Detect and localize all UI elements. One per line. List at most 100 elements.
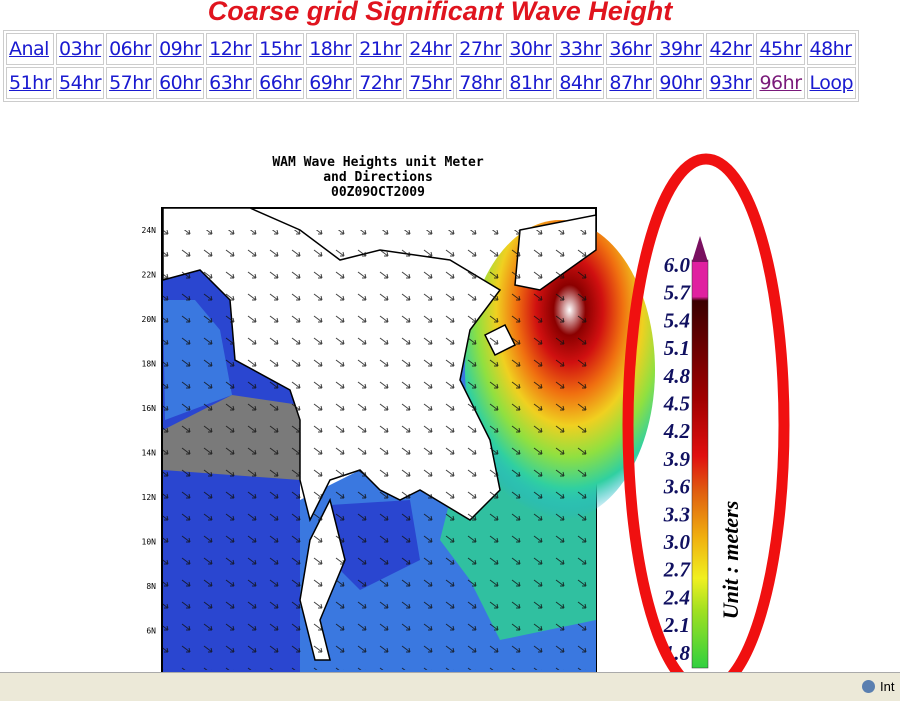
map-title: WAM Wave Heights unit Meter and Directio… xyxy=(272,155,483,200)
link-cell: 48hr xyxy=(806,33,857,65)
latitude-label: 22N xyxy=(142,271,157,280)
forecast-link[interactable]: 96hr xyxy=(759,72,802,94)
colorbar-label: 2.7 xyxy=(663,558,692,582)
forecast-link[interactable]: 24hr xyxy=(409,38,452,60)
page-title: Coarse grid Significant Wave Height xyxy=(207,0,673,26)
link-cell: 69hr xyxy=(306,67,355,99)
forecast-link[interactable]: 69hr xyxy=(309,72,352,94)
forecast-link[interactable]: 42hr xyxy=(709,38,752,60)
link-cell: Anal xyxy=(6,33,55,65)
link-cell: 54hr xyxy=(56,67,105,99)
link-cell: 15hr xyxy=(256,33,305,65)
forecast-link[interactable]: 15hr xyxy=(259,38,302,60)
latitude-label: 20N xyxy=(142,315,157,324)
link-cell: 12hr xyxy=(206,33,255,65)
colorbar-unit: Unit : meters xyxy=(718,501,743,620)
forecast-link[interactable]: 90hr xyxy=(659,72,702,94)
forecast-link[interactable]: 33hr xyxy=(559,38,602,60)
link-cell: 63hr xyxy=(206,67,255,99)
forecast-link[interactable]: 36hr xyxy=(609,38,652,60)
forecast-link[interactable]: 78hr xyxy=(459,72,502,94)
colorbar-label: 3.0 xyxy=(663,530,691,554)
colorbar-label: 4.5 xyxy=(663,392,690,416)
link-cell: 33hr xyxy=(556,33,605,65)
forecast-link[interactable]: Loop xyxy=(809,72,854,94)
colorbar-label: 5.1 xyxy=(664,336,690,360)
forecast-link[interactable]: 72hr xyxy=(359,72,402,94)
link-cell: 39hr xyxy=(656,33,705,65)
link-cell: 36hr xyxy=(606,33,655,65)
link-cell: 72hr xyxy=(356,67,405,99)
link-cell: 03hr xyxy=(56,33,105,65)
colorbar-label: 4.8 xyxy=(663,364,691,388)
link-cell: 51hr xyxy=(6,67,55,99)
colorbar-label: 2.4 xyxy=(663,585,690,609)
forecast-link[interactable]: 12hr xyxy=(209,38,252,60)
link-cell: 93hr xyxy=(706,67,755,99)
highlight-circle xyxy=(622,153,790,672)
forecast-link[interactable]: 48hr xyxy=(809,38,853,60)
colorbar-label: 3.6 xyxy=(663,475,691,499)
link-cell: 78hr xyxy=(456,67,505,99)
forecast-link[interactable]: 54hr xyxy=(59,72,102,94)
colorbar-label: 3.3 xyxy=(663,502,690,526)
forecast-link[interactable]: 63hr xyxy=(209,72,252,94)
link-cell: 96hr xyxy=(756,67,805,99)
colorbar-label: 6.0 xyxy=(664,253,691,277)
map-figure: WAM Wave Heights unit Meter and Directio… xyxy=(142,153,790,672)
map xyxy=(161,207,655,672)
link-cell: Loop xyxy=(806,67,857,99)
forecast-link[interactable]: 66hr xyxy=(259,72,302,94)
link-cell: 90hr xyxy=(656,67,705,99)
link-cell: 24hr xyxy=(406,33,455,65)
forecast-link[interactable]: 57hr xyxy=(109,72,152,94)
forecast-link[interactable]: 06hr xyxy=(109,38,152,60)
link-cell: 66hr xyxy=(256,67,305,99)
link-cell: 09hr xyxy=(156,33,205,65)
forecast-link[interactable]: Anal xyxy=(9,38,49,60)
link-cell: 45hr xyxy=(756,33,805,65)
latitude-label: 14N xyxy=(142,449,157,458)
link-cell: 60hr xyxy=(156,67,205,99)
colorbar-label: 5.4 xyxy=(664,308,690,332)
forecast-link[interactable]: 27hr xyxy=(459,38,502,60)
forecast-link[interactable]: 03hr xyxy=(59,38,102,60)
forecast-link[interactable]: 93hr xyxy=(709,72,752,94)
link-row: 51hr 54hr 57hr 60hr 63hr 66hr 69hr 72hr 75hr 78hr… xyxy=(6,67,857,99)
map-title-line: 00Z09OCT2009 xyxy=(331,185,425,200)
forecast-link[interactable]: 45hr xyxy=(759,38,802,60)
forecast-link[interactable]: 75hr xyxy=(409,72,452,94)
forecast-link[interactable]: 60hr xyxy=(159,72,202,94)
forecast-link[interactable]: 30hr xyxy=(509,38,552,60)
link-cell: 87hr xyxy=(606,67,655,99)
link-cell: 81hr xyxy=(506,67,555,99)
forecast-link[interactable]: 84hr xyxy=(559,72,602,94)
forecast-link[interactable]: 21hr xyxy=(359,38,402,60)
forecast-link[interactable]: 09hr xyxy=(159,38,202,60)
link-cell: 21hr xyxy=(356,33,405,65)
colorbar-labels: 6.0 5.7 5.4 5.1 4.8 4.5 4.2 3.9 3.6 3.3 3.0 2.7 2.4 2… xyxy=(663,253,692,665)
link-cell: 75hr xyxy=(406,67,455,99)
link-cell: 84hr xyxy=(556,67,605,99)
latitude-label: 10N xyxy=(142,538,157,547)
forecast-link[interactable]: 81hr xyxy=(509,72,552,94)
map-title-line: WAM Wave Heights unit Meter xyxy=(272,155,483,170)
status-bar: Int xyxy=(0,672,900,701)
latitude-label: 24N xyxy=(142,226,157,235)
status-text: Int xyxy=(880,679,895,694)
colorbar-label: 5.7 xyxy=(664,281,692,305)
forecast-link[interactable]: 87hr xyxy=(609,72,652,94)
link-cell: 57hr xyxy=(106,67,155,99)
colorbar-label: 3.9 xyxy=(663,447,691,471)
link-cell: 42hr xyxy=(706,33,755,65)
map-title-line: and Directions xyxy=(323,170,433,185)
colorbar-label: 2.1 xyxy=(663,613,690,637)
forecast-link[interactable]: 18hr xyxy=(309,38,352,60)
latitude-label: 18N xyxy=(142,360,157,369)
forecast-link[interactable]: 51hr xyxy=(9,72,52,94)
colorbar-label: 4.2 xyxy=(663,419,691,443)
latitude-label: 16N xyxy=(142,404,157,413)
forecast-link[interactable]: 39hr xyxy=(659,38,702,60)
link-cell: 06hr xyxy=(106,33,155,65)
